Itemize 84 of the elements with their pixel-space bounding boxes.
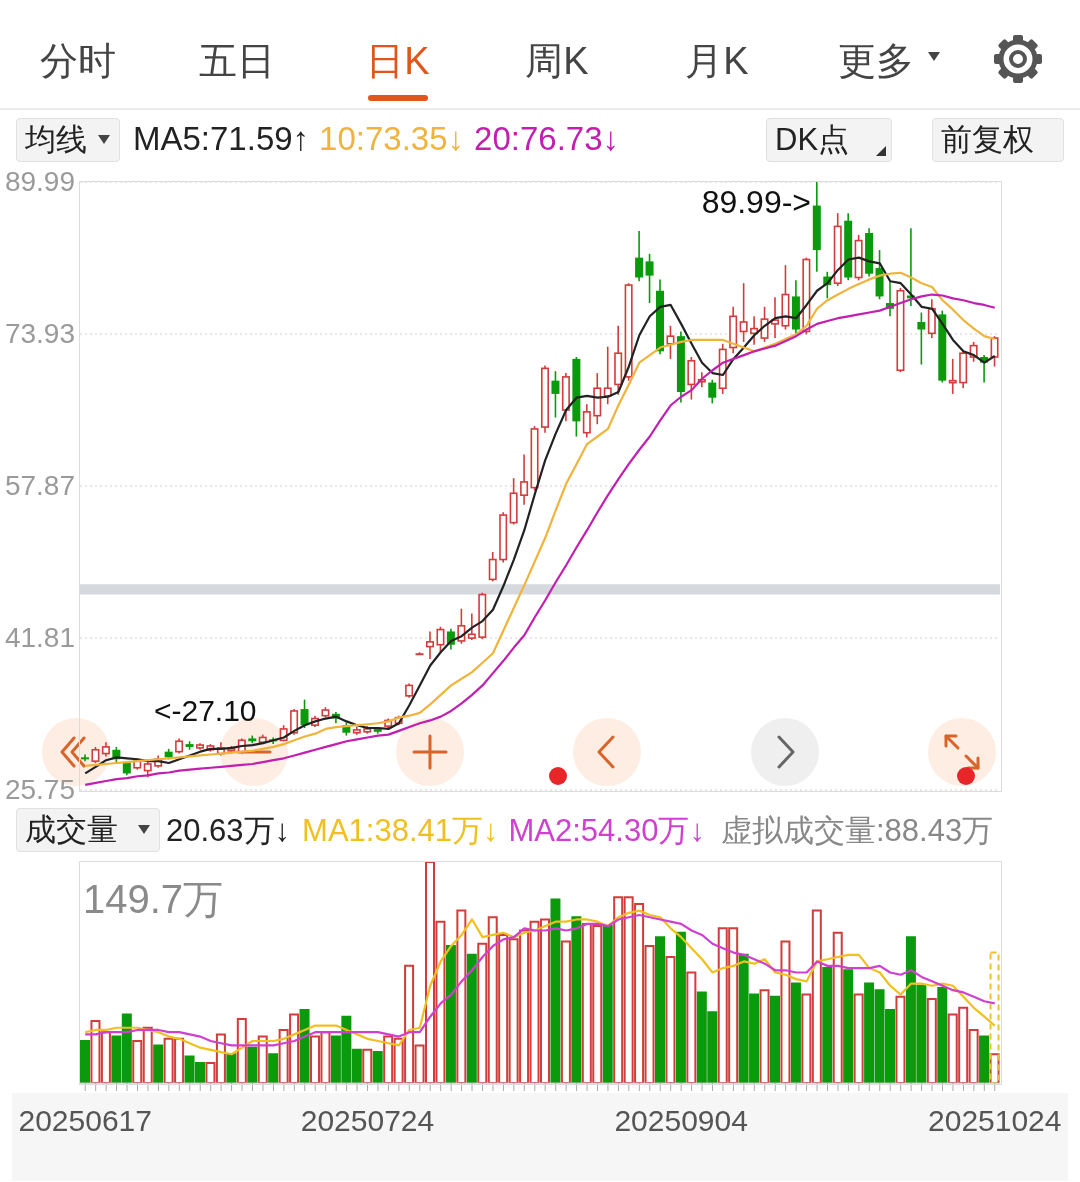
bar	[770, 995, 780, 1083]
text: MA1:38.41万↓	[302, 813, 499, 848]
y-tick-label: 73.93	[3, 318, 75, 350]
bar	[655, 936, 665, 1083]
y-tick-label: 89.99	[3, 166, 75, 198]
bar	[560, 940, 571, 1083]
y-tick-label: 25.75	[3, 774, 75, 806]
bar	[257, 1035, 268, 1083]
bar	[895, 995, 906, 1083]
y-tick-label: 57.87	[3, 470, 75, 502]
bar	[153, 1044, 164, 1083]
text: 虚拟成交量:88.43万	[720, 813, 994, 848]
candlestick	[990, 335, 999, 368]
annotation: 89.99->	[701, 184, 812, 221]
candlestick	[708, 378, 717, 405]
bar	[236, 1017, 247, 1083]
text: 10:73.35↓	[319, 120, 465, 157]
bar	[832, 931, 843, 1083]
candlestick	[948, 358, 957, 395]
candlestick	[687, 356, 696, 401]
annotation: <-27.10	[153, 694, 257, 728]
candlestick	[645, 253, 654, 304]
bar	[979, 1035, 990, 1083]
bar	[822, 967, 833, 1083]
candlestick	[551, 370, 560, 419]
candlestick	[467, 612, 476, 641]
bar	[665, 956, 676, 1083]
bar	[372, 1051, 383, 1083]
x-tick-label: 20251024	[928, 1104, 1062, 1137]
bar	[926, 998, 937, 1083]
bar	[780, 940, 791, 1083]
text: 更多	[837, 39, 915, 84]
text: 均线	[16, 118, 120, 162]
bar	[686, 971, 697, 1083]
bar	[466, 953, 477, 1083]
text: 20.63万↓	[166, 813, 291, 848]
text: MA2:54.30万↓	[508, 813, 705, 848]
text: MA5:71.59↑	[133, 120, 310, 157]
candlestick	[436, 625, 445, 654]
candlestick	[290, 708, 299, 736]
bar	[675, 931, 686, 1083]
candlestick	[520, 453, 529, 506]
bar	[790, 982, 801, 1083]
bar	[362, 1048, 373, 1083]
text: 五日	[198, 39, 276, 84]
candlestick	[488, 551, 497, 583]
x-tick-label: 20250617	[18, 1104, 152, 1137]
bar	[602, 925, 613, 1083]
bar	[456, 909, 467, 1083]
bar	[445, 944, 456, 1083]
text: 前复权	[932, 118, 1064, 162]
candlestick	[635, 230, 644, 283]
bar	[268, 1053, 279, 1083]
text: 月K	[684, 39, 750, 84]
text: 周K	[524, 39, 590, 84]
text: 20:76.73↓	[474, 120, 620, 157]
candlestick	[771, 296, 779, 339]
candlestick	[666, 324, 675, 360]
bar	[299, 1009, 310, 1083]
bar	[937, 986, 948, 1083]
candlestick	[300, 698, 309, 729]
bar	[226, 1053, 237, 1083]
candlestick	[739, 282, 748, 343]
text: DK点	[766, 118, 892, 162]
candlestick	[426, 630, 434, 660]
y-tick-label: 41.81	[3, 622, 75, 654]
bar	[571, 916, 582, 1083]
bar	[550, 898, 561, 1083]
bar	[989, 1053, 1000, 1083]
text: 成交量	[16, 808, 160, 852]
candlestick	[917, 311, 926, 366]
bar	[759, 989, 770, 1083]
text: 分时	[39, 39, 117, 84]
bar	[989, 951, 1000, 1083]
text: 日K	[365, 39, 431, 84]
x-tick-label: 20250904	[614, 1104, 748, 1137]
candlestick	[582, 403, 591, 439]
candlestick	[603, 345, 612, 406]
bar	[843, 969, 854, 1083]
x-tick-label: 20250724	[300, 1104, 435, 1137]
bar	[853, 993, 864, 1083]
bar	[80, 1040, 90, 1083]
annotation: 149.7万	[83, 876, 224, 923]
bar	[247, 1046, 258, 1083]
